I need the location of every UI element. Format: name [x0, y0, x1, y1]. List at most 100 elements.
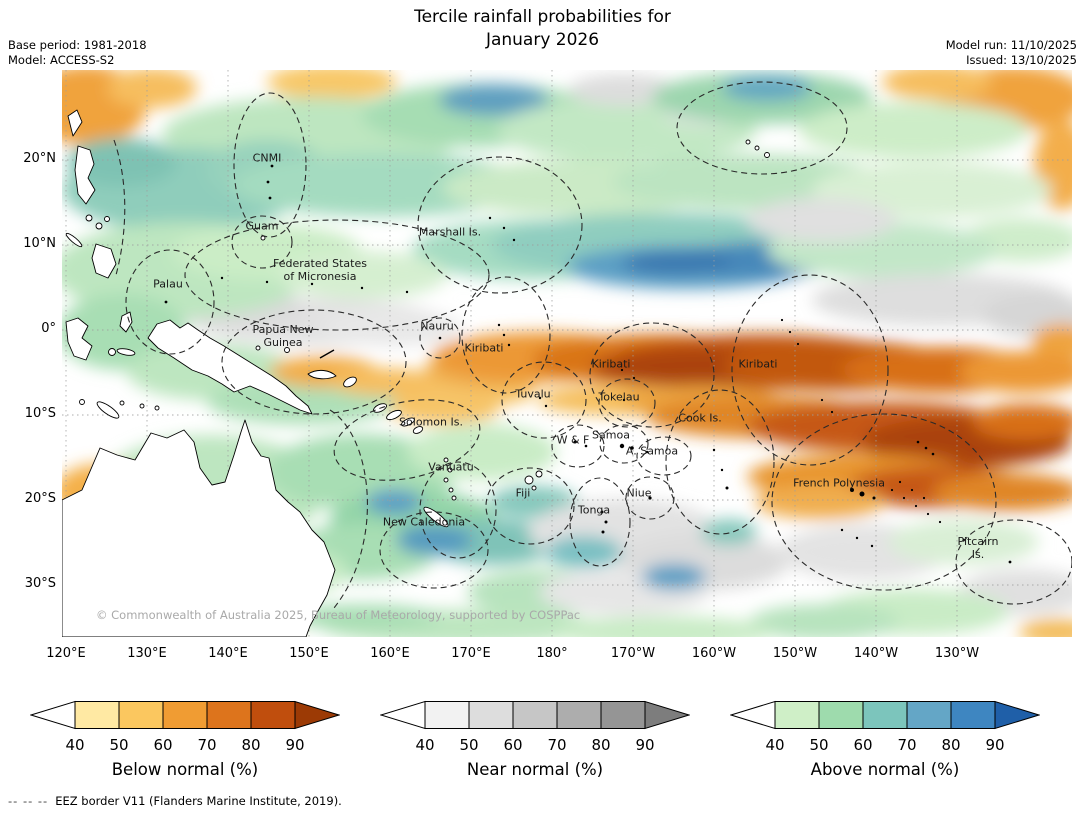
eez-cnmi	[233, 92, 307, 238]
x-tick-label: 180°	[536, 646, 568, 661]
y-tick-label: 0°	[41, 321, 56, 336]
legend-row: 40 50 60 70 80 90 Below normal (%) 40 50 60 70 80 90…	[0, 700, 1085, 779]
eez-png	[221, 309, 407, 415]
eez-dash-sample: -- -- --	[8, 794, 49, 808]
legend-tick-label: 50	[109, 736, 128, 754]
legend-tick-label: 40	[765, 736, 784, 754]
x-tick-label: 120°E	[46, 646, 86, 661]
eez-cook	[665, 389, 775, 535]
probability-field	[62, 70, 1072, 637]
figure-title: Tercile rainfall probabilities for Janua…	[0, 6, 1085, 52]
legend-tick-label: 50	[809, 736, 828, 754]
eez-kiribati-line	[731, 274, 889, 466]
eez-nauru	[419, 317, 461, 359]
eez-samoa	[599, 424, 649, 464]
x-tick-label: 150°E	[289, 646, 329, 661]
coastlines	[62, 109, 770, 637]
halmahera	[119, 311, 133, 333]
x-tick-label: 170°E	[451, 646, 491, 661]
eez-fiji	[485, 467, 575, 545]
legend-tick-label: 90	[985, 736, 1004, 754]
eez-vanuatu	[419, 461, 497, 559]
x-tick-label: 130°E	[127, 646, 167, 661]
legend-below-normal: 40 50 60 70 80 90 Below normal (%)	[29, 700, 341, 779]
seram	[116, 348, 136, 356]
mindanao	[91, 243, 117, 279]
legend-colorbar: 40 50 60 70 80 90	[29, 700, 341, 754]
legend-tick-label: 60	[853, 736, 872, 754]
issued-date: Issued: 13/10/2025	[966, 53, 1077, 67]
y-tick-label: 20°S	[24, 491, 56, 506]
legend-tick-label: 90	[285, 736, 304, 754]
legend-tick-label: 70	[197, 736, 216, 754]
map-area: CNMI Guam Marshall Is. Federated States of …	[62, 70, 1072, 637]
eez-american-samoa	[636, 436, 692, 476]
title-line-2: January 2026	[485, 30, 600, 50]
bougainville	[343, 376, 357, 388]
x-tick-label: 170°W	[610, 646, 656, 661]
eez-new-caledonia	[379, 511, 489, 589]
legend-near-normal: 40 50 60 70 80 90 Near normal (%)	[379, 700, 691, 779]
model-run-date: Model run: 11/10/2025	[945, 38, 1077, 52]
new-guinea-coast	[147, 319, 313, 415]
x-tick-label: 150°W	[772, 646, 818, 661]
eez-niue	[625, 476, 675, 520]
map-canvas	[62, 70, 1072, 637]
eez-borders	[113, 81, 1072, 609]
legend-tick-label: 80	[591, 736, 610, 754]
y-tick-label: 10°S	[24, 406, 56, 421]
y-tick-label: 30°S	[24, 576, 56, 591]
eez-wallis-futuna	[551, 424, 605, 468]
legend-tick-label: 70	[547, 736, 566, 754]
x-tick-label: 160°E	[370, 646, 410, 661]
timor	[96, 401, 120, 419]
legend-tick-label: 70	[897, 736, 916, 754]
new-britain	[307, 369, 337, 380]
fiji-coast	[524, 475, 534, 485]
legend-tick-label: 40	[415, 736, 434, 754]
model-name: Model: ACCESS-S2	[8, 53, 115, 67]
eez-french-polynesia	[771, 413, 997, 591]
legend-above-normal: 40 50 60 70 80 90 Above normal (%)	[729, 700, 1041, 779]
base-period: Base period: 1981-2018	[8, 38, 147, 52]
y-tick-label: 10°N	[23, 236, 56, 251]
x-tick-label: 160°W	[691, 646, 737, 661]
run-metadata-right: Model run: 11/10/2025 Issued: 13/10/2025	[946, 38, 1077, 68]
x-tick-label: 140°W	[853, 646, 899, 661]
legend-colorbar: 40 50 60 70 80 90	[379, 700, 691, 754]
legend-tick-label: 60	[503, 736, 522, 754]
eez-solomon	[333, 399, 481, 481]
eez-tonga	[569, 477, 631, 567]
eez-australia	[329, 409, 368, 609]
legend-tick-label: 90	[635, 736, 654, 754]
palawan	[65, 232, 83, 248]
eez-kiribati-gilbert	[461, 276, 551, 394]
sulawesi	[65, 317, 93, 361]
eez-tuvalu	[501, 361, 587, 439]
legend-tick-label: 50	[459, 736, 478, 754]
legend-tick-label: 60	[153, 736, 172, 754]
australia-coast	[62, 419, 336, 637]
taiwan	[67, 109, 83, 137]
legend-tick-label: 40	[65, 736, 84, 754]
hawaii	[745, 139, 751, 145]
map-copyright: © Commonwealth of Australia 2025, Bureau…	[96, 608, 581, 622]
eez-hawaii	[676, 81, 848, 175]
eez-palau	[125, 249, 215, 355]
legend-colorbar: 40 50 60 70 80 90	[729, 700, 1041, 754]
luzon	[74, 145, 96, 205]
legend-tick-label: 80	[241, 736, 260, 754]
gridlines	[62, 70, 1072, 637]
title-line-1: Tercile rainfall probabilities for	[414, 7, 671, 27]
run-metadata-left: Base period: 1981-2018 Model: ACCESS-S2	[8, 38, 147, 68]
legend-label: Below normal (%)	[111, 760, 259, 779]
x-tick-label: 130°W	[934, 646, 980, 661]
y-tick-label: 20°N	[23, 151, 56, 166]
legend-tick-label: 80	[941, 736, 960, 754]
atoll-specks	[164, 164, 1012, 564]
eez-guam	[231, 215, 293, 269]
buru	[108, 348, 116, 356]
legend-label: Near normal (%)	[466, 760, 604, 779]
legend-label: Above normal (%)	[810, 760, 960, 779]
